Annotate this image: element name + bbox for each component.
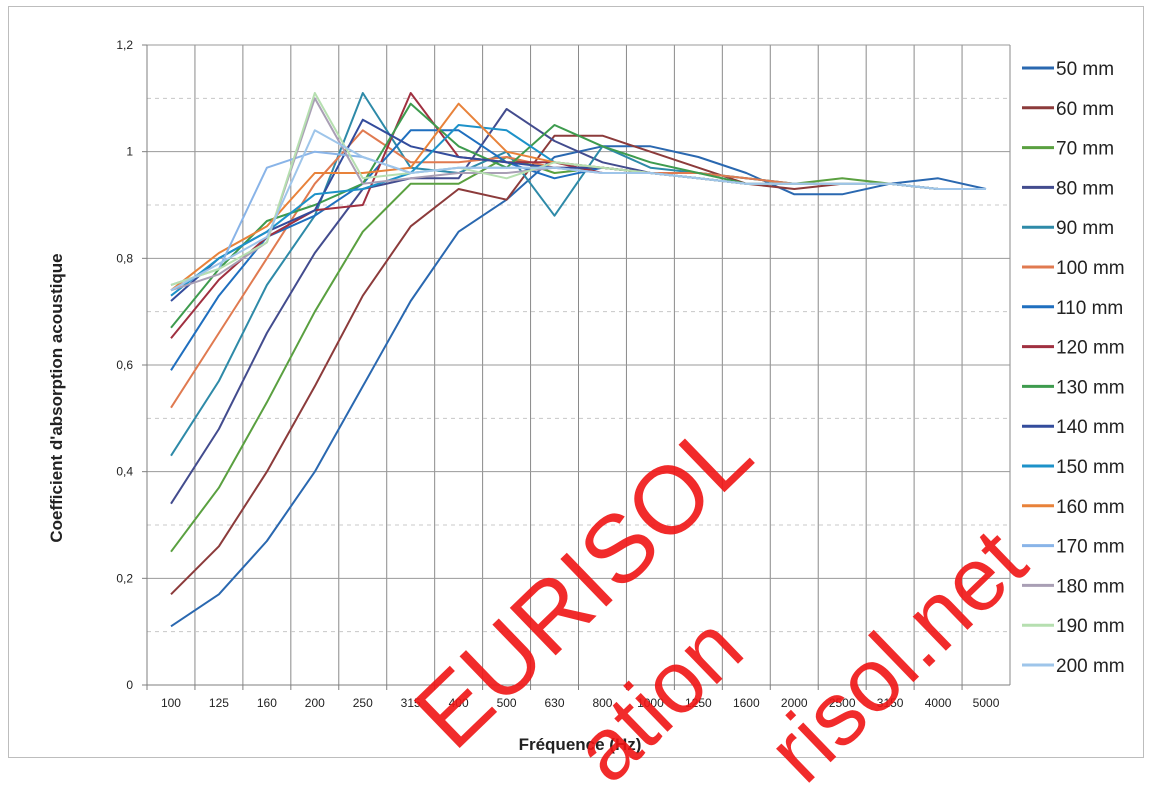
legend-label: 100 mm <box>1056 258 1125 279</box>
x-tick-label: 250 <box>353 696 373 710</box>
chart-frame <box>8 6 1144 758</box>
x-tick-label: 2000 <box>781 696 808 710</box>
legend-label: 160 mm <box>1056 497 1125 518</box>
absorption-chart: 0 0,2 0,4 0,6 0,8 1 1,2 100 125 160 200 250 315 400 5… <box>47 38 1125 754</box>
legend-label: 70 mm <box>1056 139 1114 160</box>
x-tick-label: 100 <box>161 696 181 710</box>
x-tick-label: 1600 <box>733 696 760 710</box>
legend-label: 80 mm <box>1056 178 1114 199</box>
x-tick-label: 800 <box>592 696 612 710</box>
y-tick-label: 1 <box>126 145 133 159</box>
legend-label: 200 mm <box>1056 656 1125 677</box>
series-lines <box>170 92 987 628</box>
grid <box>146 44 1011 685</box>
x-axis-title: Fréquence (Hz) <box>519 735 642 754</box>
legend-label: 110 mm <box>1056 298 1123 319</box>
legend-label: 190 mm <box>1056 616 1125 637</box>
x-tick-label: 3150 <box>877 696 904 710</box>
y-tick-label: 0 <box>126 678 133 692</box>
x-tick-labels: 100 125 160 200 250 315 400 500 630 800 1000 1250 16… <box>146 685 1000 710</box>
x-tick-label: 400 <box>449 696 469 710</box>
y-tick-label: 0,2 <box>116 571 133 585</box>
legend-label: 60 mm <box>1056 99 1114 120</box>
series-line-200-mm <box>170 129 986 292</box>
x-tick-label: 160 <box>257 696 277 710</box>
y-tick-label: 0,6 <box>116 358 133 372</box>
x-tick-label: 200 <box>305 696 325 710</box>
x-tick-label: 630 <box>545 696 565 710</box>
y-axis-title: Coefficient d'absorption acoustique <box>47 253 66 542</box>
legend-label: 50 mm <box>1056 59 1114 80</box>
x-tick-label: 315 <box>401 696 421 710</box>
x-tick-label: 4000 <box>925 696 952 710</box>
legend-label: 90 mm <box>1056 218 1114 239</box>
y-tick-label: 0,8 <box>116 251 133 265</box>
legend: 50 mm 60 mm 70 mm 80 mm 90 mm 100 mm 110 mm 120… <box>1022 59 1125 677</box>
x-tick-label: 500 <box>497 696 517 710</box>
legend-label: 170 mm <box>1056 537 1125 558</box>
x-tick-label: 5000 <box>973 696 1000 710</box>
y-tick-labels: 0 0,2 0,4 0,6 0,8 1 1,2 <box>116 38 147 692</box>
y-tick-label: 0,4 <box>116 465 133 479</box>
legend-label: 180 mm <box>1056 576 1125 597</box>
legend-label: 130 mm <box>1056 377 1125 398</box>
x-tick-label: 1000 <box>637 696 664 710</box>
x-tick-label: 1250 <box>685 696 712 710</box>
legend-label: 150 mm <box>1056 457 1125 478</box>
legend-label: 140 mm <box>1056 417 1125 438</box>
x-tick-label: 2500 <box>829 696 856 710</box>
x-tick-label: 125 <box>209 696 229 710</box>
y-tick-label: 1,2 <box>116 38 133 52</box>
legend-label: 120 mm <box>1056 338 1125 359</box>
